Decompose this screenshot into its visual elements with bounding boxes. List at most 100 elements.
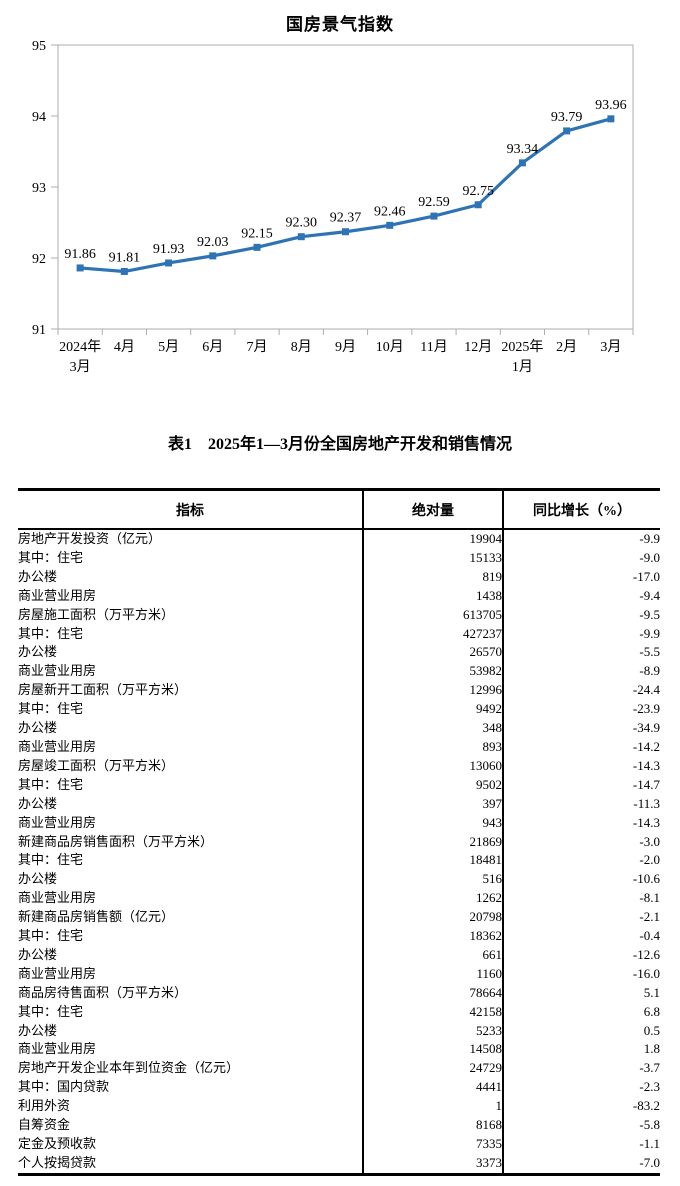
- growth-value-cell: -1.1: [502, 1135, 660, 1154]
- absolute-value-cell: 18481: [362, 851, 503, 871]
- absolute-value-cell: 9502: [362, 775, 503, 795]
- growth-value-cell: -7.0: [502, 1153, 660, 1175]
- absolute-value-cell: 26570: [362, 643, 503, 663]
- indicator-cell: 房屋新开工面积（万平方米）: [18, 682, 188, 698]
- indicator-cell: 商业营业用房: [18, 663, 97, 679]
- table-row: 其中：住宅 427237 -9.9: [18, 624, 660, 644]
- table-row: 办公楼 661 -12.6: [18, 945, 660, 965]
- x-tick-label: 2025年: [501, 339, 543, 355]
- absolute-value-cell: 427237: [362, 624, 503, 644]
- growth-value-cell: -9.9: [502, 624, 660, 644]
- table-row: 其中：国内贷款 4441 -2.3: [18, 1078, 660, 1098]
- data-point-marker: [297, 233, 305, 241]
- y-tick-label: 95: [32, 39, 46, 54]
- table-row: 个人按揭贷款 3373 -7.0: [18, 1153, 660, 1175]
- line-chart-canvas: 95 94 93 92 91 2024年 3月 4月 5月 6月 7月 8月 9月 10月 11月 12月 20…: [32, 39, 634, 375]
- absolute-value-cell: 19904: [362, 529, 503, 549]
- indicator-cell: 其中：住宅: [18, 549, 84, 565]
- growth-value-cell: -9.4: [502, 586, 660, 606]
- absolute-value-cell: 819: [362, 567, 503, 587]
- table-row: 商业营业用房 943 -14.3: [18, 813, 660, 833]
- data-point-marker: [474, 201, 482, 209]
- x-tick-label: 3月: [600, 339, 621, 355]
- table-row: 其中：住宅 18481 -2.0: [18, 851, 660, 871]
- growth-value-cell: -24.4: [502, 681, 660, 701]
- data-point-label: 93.96: [595, 98, 627, 113]
- growth-value-cell: 6.8: [502, 1002, 660, 1022]
- table-header: 指标 绝对量 同比增长（%）: [18, 489, 660, 530]
- data-point-marker: [76, 264, 84, 272]
- absolute-value-cell: 5233: [362, 1021, 503, 1041]
- absolute-value-cell: 18362: [362, 927, 503, 946]
- data-point-marker: [607, 115, 615, 123]
- indicator-cell: 其中：住宅: [18, 928, 84, 944]
- data-point-label: 92.59: [418, 195, 450, 210]
- growth-value-cell: -12.6: [502, 945, 660, 965]
- growth-value-cell: -14.3: [502, 813, 660, 833]
- x-tick-label: 2024年: [59, 339, 101, 355]
- data-point-marker: [209, 252, 217, 260]
- growth-value-cell: -23.9: [502, 700, 660, 720]
- x-tick-label: 11月: [420, 339, 447, 355]
- plot-border: [57, 44, 634, 330]
- indicator-cell: 其中：国内贷款: [18, 1079, 110, 1095]
- data-point-label: 92.30: [286, 216, 318, 231]
- data-point-label: 93.34: [507, 142, 539, 157]
- table-row: 其中：住宅 18362 -0.4: [18, 927, 660, 946]
- data-point-marker: [120, 267, 128, 275]
- table-row: 新建商品房销售面积（万平方米） 21869 -3.0: [18, 832, 660, 852]
- indicator-cell: 其中：住宅: [18, 701, 84, 717]
- indicator-cell: 个人按揭贷款: [18, 1154, 97, 1170]
- growth-value-cell: -3.0: [502, 832, 660, 852]
- data-point-marker: [563, 127, 571, 135]
- header-indicator: 指标: [18, 489, 363, 530]
- table-row: 商业营业用房 1262 -8.1: [18, 889, 660, 909]
- table-row: 办公楼 819 -17.0: [18, 567, 660, 587]
- data-point-label: 92.03: [197, 235, 229, 250]
- indicator-cell: 其中：住宅: [18, 625, 84, 641]
- indicator-cell: 新建商品房销售面积（万平方米）: [18, 833, 214, 849]
- absolute-value-cell: 15133: [362, 548, 503, 568]
- growth-value-cell: -3.7: [502, 1059, 660, 1079]
- indicator-cell: 定金及预收款: [18, 1136, 97, 1151]
- absolute-value-cell: 893: [362, 737, 503, 757]
- table-row: 新建商品房销售额（亿元） 20798 -2.1: [18, 908, 660, 928]
- indicator-cell: 其中：住宅: [18, 852, 84, 868]
- growth-value-cell: -8.9: [502, 662, 660, 682]
- table-row: 办公楼 516 -10.6: [18, 870, 660, 890]
- table-row: 商业营业用房 14508 1.8: [18, 1040, 660, 1060]
- indicator-cell: 商品房待售面积（万平方米）: [18, 984, 188, 1000]
- absolute-value-cell: 661: [362, 945, 503, 965]
- real-estate-stats-table: 指标 绝对量 同比增长（%） 房地产开发投资（亿元） 19904 -9.9 其中：住宅…: [18, 488, 660, 1176]
- growth-value-cell: -16.0: [502, 964, 660, 984]
- table-row: 办公楼 5233 0.5: [18, 1021, 660, 1041]
- table-row: 商业营业用房 1438 -9.4: [18, 586, 660, 606]
- chart-title: 国房景气指数: [286, 15, 394, 34]
- indicator-cell: 商业营业用房: [18, 1041, 97, 1057]
- indicator-cell: 办公楼: [18, 720, 58, 736]
- data-point-marker: [342, 228, 349, 236]
- absolute-value-cell: 14508: [362, 1040, 503, 1060]
- x-tick-label: 5月: [158, 339, 179, 355]
- growth-value-cell: -14.3: [502, 756, 660, 776]
- indicator-cell: 房地产开发企业本年到位资金（亿元）: [18, 1060, 240, 1076]
- absolute-value-cell: 1262: [362, 889, 503, 909]
- absolute-value-cell: 8168: [362, 1116, 503, 1135]
- growth-value-cell: -83.2: [502, 1097, 660, 1117]
- table-row: 商品房待售面积（万平方米） 78664 5.1: [18, 983, 660, 1003]
- growth-value-cell: -5.5: [502, 643, 660, 663]
- absolute-value-cell: 12996: [362, 681, 503, 701]
- growth-value-cell: -14.2: [502, 737, 660, 757]
- absolute-value-cell: 78664: [362, 983, 503, 1003]
- absolute-value-cell: 943: [362, 813, 503, 833]
- x-tick-label: 4月: [114, 339, 135, 355]
- absolute-value-cell: 516: [362, 870, 503, 890]
- growth-value-cell: -9.0: [502, 548, 660, 568]
- header-absolute: 绝对量: [362, 489, 503, 530]
- table-row: 定金及预收款 7335 -1.1: [18, 1135, 660, 1154]
- growth-value-cell: -17.0: [502, 567, 660, 587]
- data-point-label: 91.93: [153, 242, 185, 257]
- data-point-label: 92.15: [241, 226, 273, 241]
- y-tick-label: 93: [32, 181, 46, 196]
- absolute-value-cell: 4441: [362, 1078, 503, 1098]
